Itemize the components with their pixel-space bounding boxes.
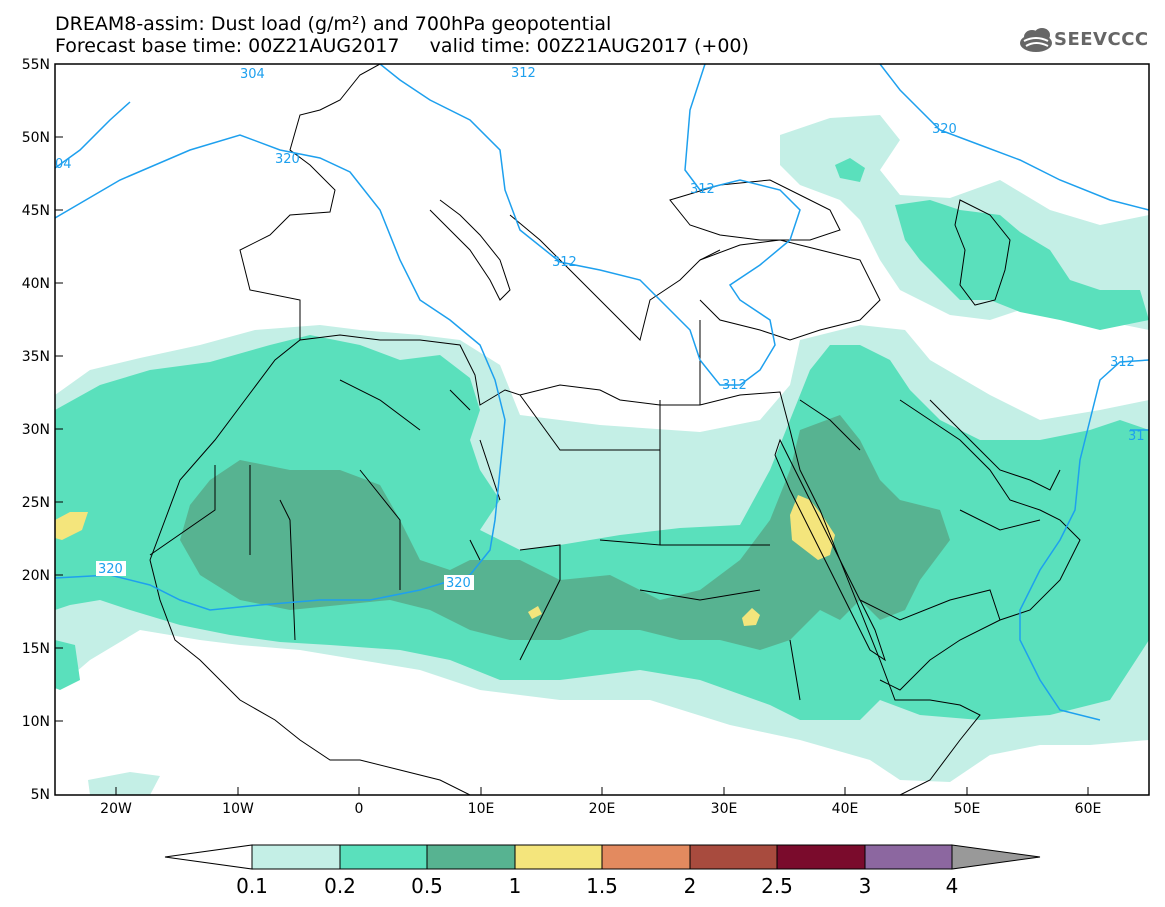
italy-coast xyxy=(429,199,511,301)
lat-label: 45N xyxy=(22,203,50,219)
contour-label: 320 xyxy=(275,152,300,167)
colorbar-bin xyxy=(776,844,866,870)
coastlines xyxy=(149,64,1081,795)
contour-label: 320 xyxy=(446,576,471,591)
contour-nw xyxy=(55,101,131,169)
contour-label: 320 xyxy=(932,122,957,137)
country-borders xyxy=(339,320,861,501)
lat-label: 30N xyxy=(22,422,50,438)
dust-shading xyxy=(55,115,1149,795)
colorbar-bin xyxy=(864,844,953,870)
colorbar-label: 0.2 xyxy=(324,874,356,898)
lon-label: 40E xyxy=(832,801,859,817)
colorbar-label: 0.5 xyxy=(411,874,443,898)
latitude-labels: 55N 50N 45N 40N 35N 30N 25N 20N 15N 10N … xyxy=(22,57,50,803)
lat-label: 35N xyxy=(22,349,50,365)
contour-label: 320 xyxy=(98,562,123,577)
country-borders xyxy=(149,400,1041,701)
colorbar xyxy=(164,844,1041,870)
dust-area-low xyxy=(88,772,160,795)
contour-labels: 320 320 312 312 312 312 320 320 312 31 0… xyxy=(55,66,1145,591)
lon-label: 20W xyxy=(100,801,132,817)
seevccc-logo xyxy=(1020,28,1052,52)
europe-coast xyxy=(239,64,381,340)
contour-label: 312 xyxy=(722,378,747,393)
colorbar-label: 0.1 xyxy=(236,874,268,898)
dust-area-peak xyxy=(55,512,88,540)
africa-west-coast xyxy=(149,559,471,795)
lat-label: 20N xyxy=(22,568,50,584)
colorbar-bin xyxy=(426,844,516,870)
caspian-sea xyxy=(954,199,1011,306)
red-sea xyxy=(774,438,886,662)
contour-label: 312 xyxy=(1110,355,1135,370)
lat-label: 50N xyxy=(22,130,50,146)
lat-label: 10N xyxy=(22,714,50,730)
contour-east-320 xyxy=(879,64,1149,211)
colorbar-high-arrow xyxy=(951,844,1041,870)
colorbar-label: 1.5 xyxy=(586,874,618,898)
colorbar-label: 1 xyxy=(509,874,522,898)
colorbar-bin xyxy=(514,844,603,870)
logo-text: SEEVCCC xyxy=(1054,29,1149,50)
lon-label: 30E xyxy=(711,801,738,817)
persian-gulf xyxy=(929,399,1061,491)
cloud-icon xyxy=(1020,28,1052,52)
lat-label: 55N xyxy=(22,57,50,73)
lon-label: 20E xyxy=(589,801,616,817)
colorbar-bin xyxy=(251,844,341,870)
colorbar-label: 2.5 xyxy=(761,874,793,898)
contour-320-west xyxy=(55,134,506,611)
lon-label: 0 xyxy=(355,801,364,817)
contour-label: 04 xyxy=(55,157,72,172)
lon-label: 10E xyxy=(468,801,495,817)
lat-label: 15N xyxy=(22,641,50,657)
contour-label: 31 xyxy=(1128,429,1145,444)
turkey-coast xyxy=(699,239,881,341)
colorbar-label: 2 xyxy=(684,874,697,898)
contour-east-312 xyxy=(379,64,801,386)
dust-area-high xyxy=(180,415,950,650)
map-title: DREAM8-assim: Dust load (g/m²) and 700hP… xyxy=(55,13,612,35)
contour-far-east xyxy=(1019,359,1149,721)
lon-label: 60E xyxy=(1075,801,1102,817)
colorbar-low-arrow xyxy=(164,844,253,870)
colorbar-labels: 0.1 0.2 0.5 1 1.5 2 2.5 3 4 xyxy=(236,874,958,898)
contour-label: 312 xyxy=(552,255,577,270)
colorbar-label: 3 xyxy=(859,874,872,898)
contour-label: 312 xyxy=(690,182,715,197)
black-sea xyxy=(669,179,841,241)
balkan-coast xyxy=(509,214,721,341)
contour-label: 312 xyxy=(511,66,536,81)
lon-label: 10W xyxy=(222,801,254,817)
arabia-coast xyxy=(879,399,1081,691)
dust-area-peak xyxy=(790,495,835,560)
dust-area-peak xyxy=(742,608,760,626)
colorbar-bin xyxy=(689,844,778,870)
axis-ticks xyxy=(55,63,1089,795)
dust-area-mid xyxy=(835,158,865,182)
lon-label: 50E xyxy=(954,801,981,817)
longitude-labels: 20W 10W 0 10E 20E 30E 40E 50E 60E xyxy=(100,801,1101,817)
africa-coast xyxy=(149,334,981,795)
dust-area-mid xyxy=(55,640,80,690)
geopotential-contours xyxy=(55,64,1149,721)
colorbar-label: 4 xyxy=(946,874,959,898)
lat-label: 5N xyxy=(31,787,50,803)
colorbar-bin xyxy=(339,844,428,870)
lat-label: 25N xyxy=(22,495,50,511)
dust-area-mid xyxy=(55,335,1149,720)
lat-label: 40N xyxy=(22,276,50,292)
forecast-time-line: Forecast base time: 00Z21AUG2017 valid t… xyxy=(55,35,749,57)
dust-area-peak xyxy=(528,606,542,619)
contour-label: 304 xyxy=(240,67,265,82)
colorbar-bin xyxy=(601,844,691,870)
